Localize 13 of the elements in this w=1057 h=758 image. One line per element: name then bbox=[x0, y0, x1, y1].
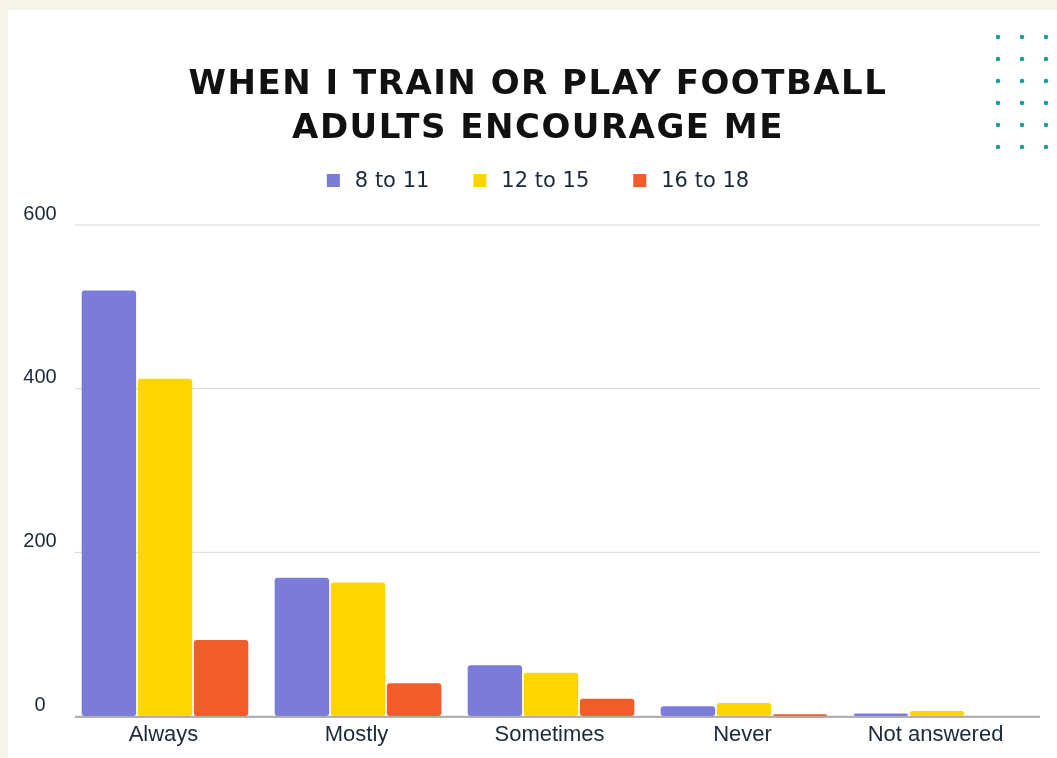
y-tick-label: 0 bbox=[34, 692, 46, 715]
legend-label: 12 to 15 bbox=[501, 168, 590, 192]
y-tick-label: 400 bbox=[23, 365, 57, 388]
y-tick-label: 200 bbox=[23, 528, 57, 551]
x-tick-label: Always bbox=[128, 721, 199, 746]
x-tick-label: Not answered bbox=[867, 721, 1004, 746]
x-tick-label: Mostly bbox=[324, 721, 389, 746]
legend-label: 16 to 18 bbox=[661, 168, 750, 192]
legend-label: 8 to 11 bbox=[354, 168, 430, 192]
x-tick-label: Never bbox=[713, 721, 772, 746]
y-tick-label: 600 bbox=[23, 201, 57, 224]
chart-title: WHEN I TRAIN OR PLAY FOOTBALL ADULTS ENCOURAGE ME bbox=[188, 62, 888, 146]
x-tick-label: Sometimes bbox=[494, 721, 605, 746]
